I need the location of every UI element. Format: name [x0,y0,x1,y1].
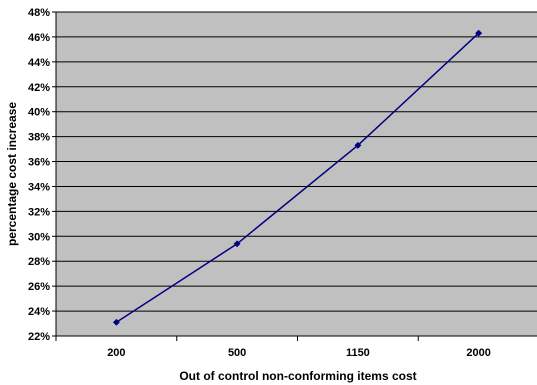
y-tick-label: 34% [28,181,50,193]
y-tick-label: 46% [28,32,50,44]
data-point-marker [354,141,362,149]
data-series [112,29,483,326]
y-tick-label: 28% [28,256,50,268]
x-tick-labels: 200 500 1150 2000 [107,347,491,359]
gridlines [56,11,537,312]
y-tick-labels: 22% 24% 26% 28% 30% 32% 34% 36% 38% 40% 42% 44% 46% 4… [28,7,50,343]
y-tick-label: 30% [28,231,50,243]
series-line [115,32,480,323]
data-point-marker [233,240,241,248]
y-tick-label: 48% [28,7,50,19]
y-tick-label: 26% [28,281,50,293]
axes [52,11,537,341]
y-tick-label: 36% [28,157,50,169]
data-point-marker [112,318,120,326]
x-axis-title: Out of control non-conforming items cost [179,369,416,383]
y-tick-label: 32% [28,206,50,218]
x-tick-label: 1150 [346,347,370,359]
y-axis-title: percentage cost increase [5,102,19,246]
y-tick-label: 38% [28,132,50,144]
x-tick-label: 200 [107,347,125,359]
y-tick-label: 22% [28,331,50,343]
y-tick-label: 44% [28,57,50,69]
y-tick-label: 42% [28,82,50,94]
y-tick-label: 40% [28,107,50,119]
x-tick-label: 500 [228,347,246,359]
y-tick-label: 24% [28,306,50,318]
plot-area [56,12,537,336]
x-tick-label: 2000 [466,347,490,359]
data-point-marker [475,29,483,37]
